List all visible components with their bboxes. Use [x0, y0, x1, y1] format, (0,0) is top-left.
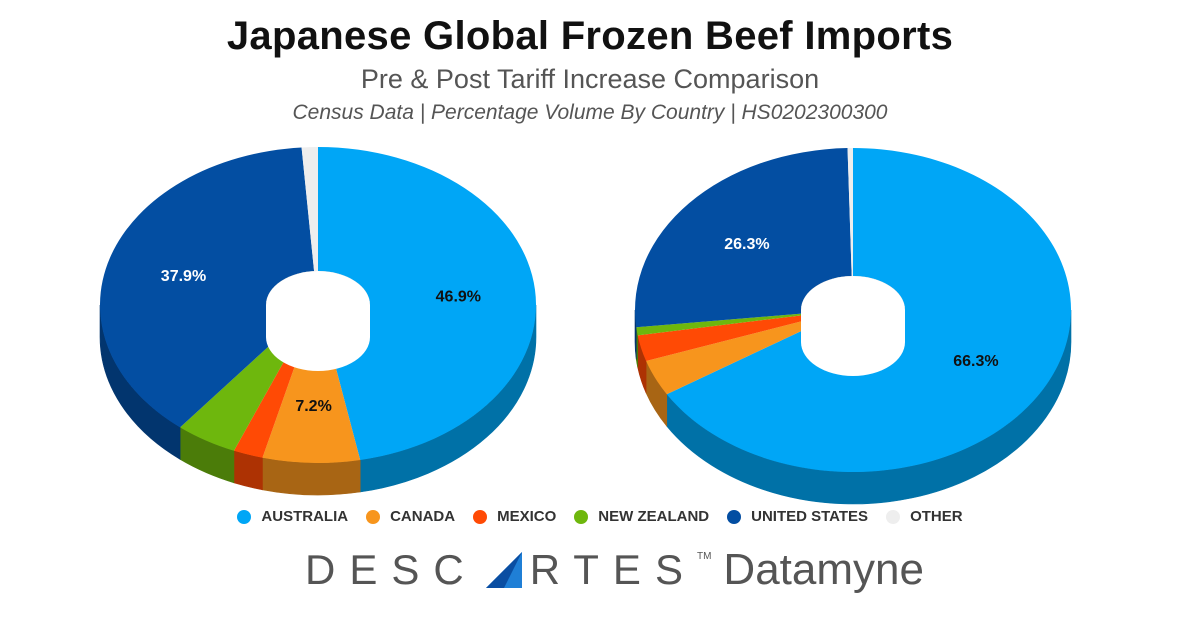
chart-title: Japanese Global Frozen Beef Imports — [226, 14, 954, 58]
data-label-united-states: 37.9% — [161, 268, 206, 285]
legend-item-united-states: UNITED STATES — [727, 508, 868, 525]
slice-new-zealand — [180, 331, 298, 451]
legend: AUSTRALIA CANADA MEXICO NEW ZEALAND UNIT… — [0, 508, 1200, 525]
legend-swatch-other — [886, 509, 901, 524]
slice-mexico — [233, 336, 305, 458]
slice-canada — [646, 320, 809, 395]
legend-item-other: OTHER — [886, 508, 963, 525]
legend-label-mexico: MEXICO — [497, 508, 557, 525]
legend-swatch-australia — [237, 509, 252, 524]
legend-swatch-new-zealand — [574, 509, 589, 524]
side-canada — [262, 457, 361, 496]
slice-mexico — [637, 315, 804, 362]
slice-other — [847, 148, 853, 277]
slice-australia — [318, 147, 537, 461]
slice-new-zealand — [636, 313, 802, 336]
legend-label-united-states: UNITED STATES — [751, 508, 869, 525]
brand-name-left: DESC — [305, 546, 478, 593]
brand-logo-wordmark: DESC RTES TM Datamyne — [305, 542, 924, 598]
slice-australia — [666, 148, 1071, 472]
chart-subtitle: Pre & Post Tariff Increase Comparison — [360, 64, 820, 94]
legend-swatch-mexico — [473, 509, 488, 524]
legend-item-canada: CANADA — [366, 508, 455, 525]
donut-chart-1: 46.9% 7.2% 37.9% — [99, 147, 537, 496]
slice-canada — [262, 337, 361, 463]
legend-label-other: OTHER — [910, 508, 963, 525]
brand-name-right: RTES — [529, 546, 697, 593]
data-label-united-states: 26.3% — [724, 236, 769, 253]
legend-swatch-canada — [366, 509, 381, 524]
data-label-australia: 66.3% — [953, 353, 998, 370]
donut-hole-floor — [266, 271, 370, 371]
legend-item-mexico: MEXICO — [473, 508, 556, 525]
donut-hole-floor — [801, 276, 905, 376]
legend-item-new-zealand: NEW ZEALAND — [574, 508, 709, 525]
legend-label-new-zealand: NEW ZEALAND — [598, 508, 710, 525]
brand-product: Datamyne — [723, 545, 924, 594]
legend-item-australia: AUSTRALIA — [237, 508, 348, 525]
data-label-canada: 7.2% — [295, 398, 331, 415]
chart-caption: Census Data | Percentage Volume By Count… — [292, 101, 888, 124]
slice-united-states — [100, 147, 315, 428]
legend-label-canada: CANADA — [390, 508, 456, 525]
donut-chart-2: 66.3% 26.3% — [634, 148, 1072, 505]
trademark-mark: TM — [696, 550, 712, 562]
legend-label-australia: AUSTRALIA — [261, 508, 349, 525]
descartes-triangle-icon — [485, 552, 522, 588]
data-label-australia: 46.9% — [436, 288, 481, 305]
slice-united-states — [635, 148, 852, 328]
slice-other — [301, 147, 318, 272]
legend-swatch-united-states — [727, 509, 742, 524]
